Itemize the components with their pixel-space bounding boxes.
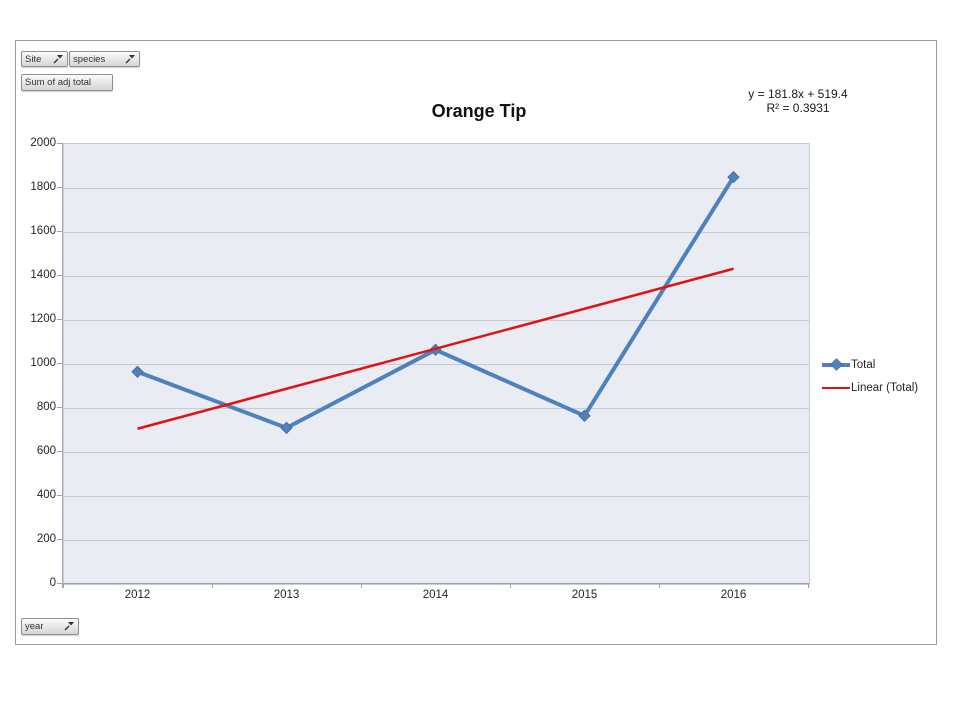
pivot-field-species-button[interactable]: species: [69, 51, 140, 67]
pivot-field-site-label: Site: [25, 53, 42, 65]
y-axis-tick: [57, 583, 62, 584]
x-axis-tick: [63, 583, 64, 588]
gridline: [64, 540, 809, 541]
y-axis-tick: [57, 539, 62, 540]
legend-label-total: Total: [851, 358, 876, 371]
y-axis-label: 200: [36, 533, 56, 545]
y-axis-line: [62, 143, 63, 588]
gridline: [64, 188, 809, 189]
data-point-marker: [280, 421, 293, 435]
y-axis-tick: [57, 363, 62, 364]
y-axis-tick: [57, 495, 62, 496]
pivot-field-values-button[interactable]: Sum of adj total: [21, 74, 113, 91]
y-axis-tick: [57, 143, 62, 144]
filter-dropdown-icon[interactable]: [53, 54, 64, 64]
y-axis-labels: 2000 1800 1600 1400 1200 1000 800 600 400 200 0: [16, 137, 56, 589]
y-axis-tick: [57, 407, 62, 408]
gridline: [64, 408, 809, 409]
trendline-equation: y = 181.8x + 519.4 R² = 0.3931: [653, 87, 943, 115]
y-axis-label: 2000: [30, 137, 56, 149]
y-axis-label: 400: [36, 489, 56, 501]
x-axis-label: 2012: [124, 589, 151, 601]
y-axis-label: 1400: [30, 269, 56, 281]
pivot-field-species-label: species: [73, 53, 106, 65]
y-axis-label: 600: [36, 445, 56, 457]
pivot-chart: Site species Sum of adj total year: [15, 40, 937, 645]
trendline-equation-line1: y = 181.8x + 519.4: [748, 87, 848, 101]
x-axis-labels: 2012 2013 2014 2015 2016: [63, 589, 808, 605]
x-axis-line: [63, 583, 809, 584]
gridline: [64, 320, 809, 321]
x-axis-label: 2013: [273, 589, 300, 601]
y-axis-tick: [57, 319, 62, 320]
linear-trendline: [137, 267, 734, 430]
data-point-marker: [578, 409, 591, 423]
plot-area: [63, 143, 810, 585]
gridline: [64, 496, 809, 497]
y-axis-tick: [57, 451, 62, 452]
x-axis-label: 2016: [720, 589, 747, 601]
total-series-swatch: [822, 358, 850, 371]
pivot-field-year-button[interactable]: year: [21, 618, 79, 635]
y-axis-tick: [57, 231, 62, 232]
y-axis-label: 0: [49, 577, 56, 589]
gridline: [64, 276, 809, 277]
x-axis-label: 2015: [571, 589, 598, 601]
y-axis-label: 1200: [30, 313, 56, 325]
pivot-field-year-label: year: [25, 621, 44, 632]
y-axis-tick: [57, 187, 62, 188]
x-axis-tick: [510, 583, 511, 588]
filter-dropdown-icon[interactable]: [125, 54, 136, 64]
legend-entry-total: Total: [822, 353, 918, 376]
trendline-r-squared: R² = 0.3931: [766, 101, 830, 115]
y-axis-tick: [57, 275, 62, 276]
y-axis-label: 800: [36, 401, 56, 413]
x-axis-tick: [212, 583, 213, 588]
data-point-marker: [727, 170, 740, 184]
legend-entry-linear: Linear (Total): [822, 376, 918, 399]
total-series-line: [135, 175, 736, 430]
filter-dropdown-icon[interactable]: [64, 622, 75, 631]
legend: Total Linear (Total): [822, 353, 918, 399]
x-axis-tick: [361, 583, 362, 588]
x-axis-label: 2014: [422, 589, 449, 601]
gridline: [64, 232, 809, 233]
y-axis-label: 1000: [30, 357, 56, 369]
total-series-markers: [131, 170, 740, 435]
plot-svg: [131, 170, 740, 435]
chart-title: Orange Tip: [431, 101, 527, 121]
trendline-swatch: [822, 383, 850, 393]
pivot-field-values-label: Sum of adj total: [25, 77, 92, 88]
y-axis-label: 1800: [30, 181, 56, 193]
pivot-field-site-button[interactable]: Site: [21, 51, 68, 67]
legend-label-linear: Linear (Total): [851, 381, 919, 394]
gridline: [64, 452, 809, 453]
x-axis-tick: [808, 583, 809, 588]
y-axis-label: 1600: [30, 225, 56, 237]
x-axis-tick: [659, 583, 660, 588]
data-point-marker: [131, 365, 144, 379]
gridline: [64, 364, 809, 365]
